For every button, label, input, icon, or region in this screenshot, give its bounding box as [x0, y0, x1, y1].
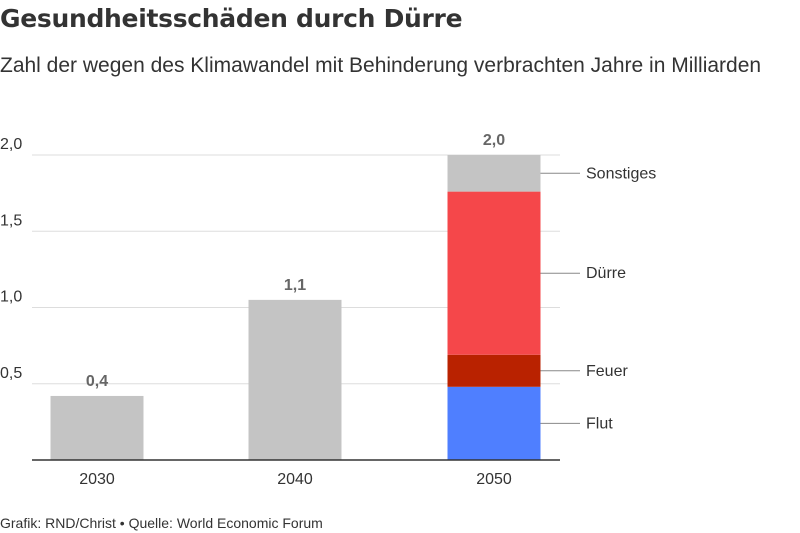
source-footer: Grafik: RND/Christ • Quelle: World Econo… [0, 515, 323, 531]
y-tick-label: 0,5 [0, 365, 22, 382]
total-label: 0,4 [86, 373, 108, 390]
segment-label: Feuer [586, 363, 628, 380]
total-label: 2,0 [483, 132, 505, 149]
bar-2040 [248, 299, 342, 460]
chart-title: Gesundheitsschäden durch Dürre [0, 4, 463, 33]
segment-label: Flut [586, 415, 613, 432]
y-tick-label: 2,0 [0, 136, 22, 153]
y-tick-label: 1,5 [0, 212, 22, 229]
total-label: 1,1 [284, 277, 306, 294]
bar-segment-sonstiges [447, 155, 541, 192]
bar-segment-dürre [447, 191, 541, 355]
bar-segment-feuer [447, 354, 541, 387]
segment-label: Sonstiges [586, 165, 656, 182]
y-tick-label: 1,0 [0, 289, 22, 306]
segment-label: Dürre [586, 265, 626, 282]
x-tick-label: 2040 [277, 471, 313, 488]
x-tick-label: 2050 [476, 471, 512, 488]
bar-segment-flut [447, 386, 541, 460]
chart-subtitle: Zahl der wegen des Klimawandel mit Behin… [0, 54, 762, 77]
x-tick-label: 2030 [79, 471, 115, 488]
bar-2030 [50, 395, 144, 460]
